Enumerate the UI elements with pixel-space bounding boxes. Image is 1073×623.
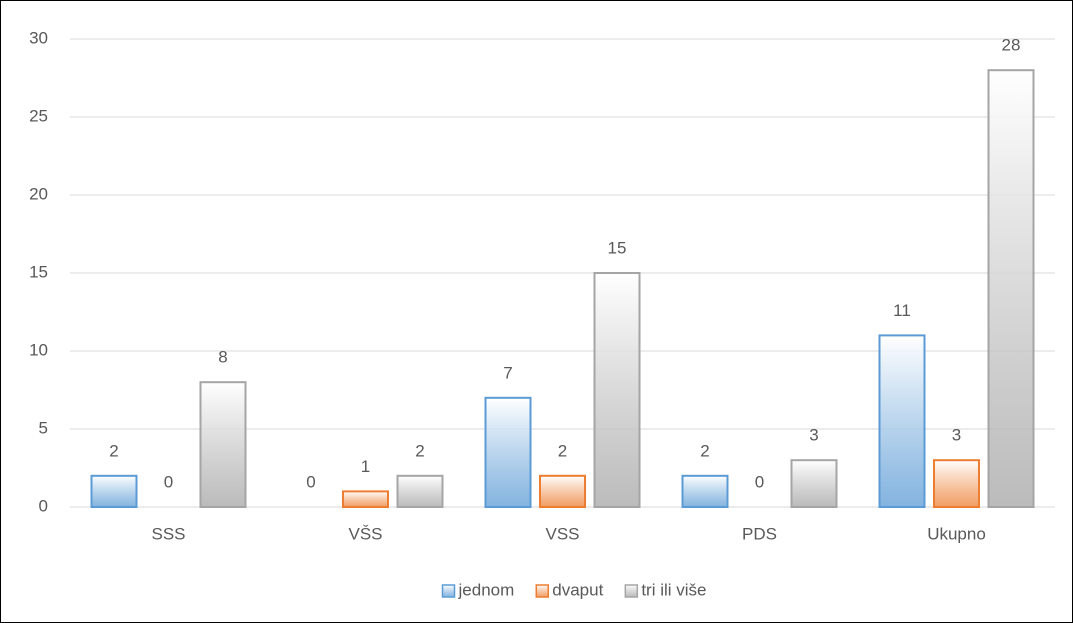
data-label: 2	[109, 441, 118, 460]
x-tick-label: VSS	[545, 524, 579, 543]
data-label: 7	[503, 363, 512, 382]
y-tick-label: 20	[29, 184, 48, 203]
bar	[987, 69, 1035, 508]
legend-swatch	[441, 584, 456, 598]
data-label: 8	[218, 348, 227, 367]
bar	[90, 474, 138, 508]
legend-label: tri ili više	[641, 580, 706, 599]
y-tick-label: 0	[39, 496, 48, 515]
bar	[790, 459, 838, 509]
data-label: 1	[361, 457, 370, 476]
y-tick-label: 25	[29, 106, 48, 125]
legend-swatch	[624, 584, 639, 598]
x-tick-label: Ukupno	[927, 524, 986, 543]
data-label: 2	[415, 441, 424, 460]
bar	[681, 474, 729, 508]
x-tick-label: SSS	[151, 524, 185, 543]
bar	[933, 459, 980, 509]
bar	[539, 474, 586, 508]
bar	[342, 490, 389, 508]
y-tick-label: 5	[39, 418, 48, 437]
legend-swatch	[535, 584, 550, 598]
data-label: 3	[809, 426, 818, 445]
data-label: 0	[755, 472, 764, 491]
legend-label: jednom	[458, 580, 515, 599]
data-label: 3	[952, 426, 961, 445]
y-tick-label: 15	[29, 262, 48, 281]
bar	[199, 381, 247, 509]
bar	[484, 396, 532, 508]
data-label: 15	[608, 238, 627, 257]
data-label: 28	[1002, 36, 1021, 55]
data-label: 2	[558, 441, 567, 460]
legend-label: dvaput	[552, 580, 603, 599]
data-label: 0	[306, 472, 315, 491]
data-label: 11	[893, 301, 911, 320]
data-label: 0	[164, 472, 173, 491]
x-tick-label: VŠS	[348, 524, 382, 543]
bar	[396, 474, 444, 508]
bar	[593, 272, 641, 508]
y-tick-label: 10	[29, 340, 48, 359]
legend: jednom dvaput tri ili više	[441, 580, 706, 599]
x-tick-label: PDS	[742, 524, 777, 543]
bar	[878, 334, 926, 508]
y-tick-label: 30	[29, 28, 48, 47]
data-label: 2	[700, 441, 709, 460]
